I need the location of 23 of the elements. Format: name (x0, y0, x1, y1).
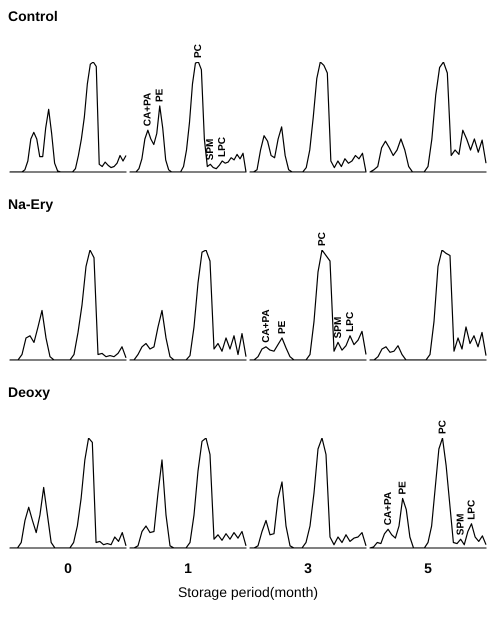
x-axis-title: 1 (183, 560, 193, 576)
annotation: PE (154, 88, 166, 102)
text: Storage period(month) (176, 584, 320, 600)
annotation: PC (437, 420, 448, 434)
annotation: PC (316, 232, 328, 246)
annotation: PE (276, 320, 288, 334)
annotation: CA+PA (142, 92, 154, 126)
annotation: SPM (332, 316, 344, 338)
annotation: SPM (455, 514, 466, 536)
annotation: PC (193, 44, 204, 58)
x-axis-title: 5 (423, 560, 433, 576)
annotation: LPC (344, 312, 356, 332)
annotation: LPC (216, 137, 228, 157)
annotation: SPM (205, 138, 216, 160)
x-axis-title: 3 (303, 560, 313, 576)
x-axis-title: 0 (63, 560, 73, 576)
annotation: CA+PA (260, 309, 272, 343)
chart-title: Na-Ery (8, 196, 54, 214)
annotation: LPC (466, 500, 478, 520)
chart-title: Control (8, 8, 59, 26)
annotation: PE (397, 480, 408, 494)
chart-title: Deoxy (8, 384, 52, 402)
annotation: CA+PA (382, 492, 394, 526)
